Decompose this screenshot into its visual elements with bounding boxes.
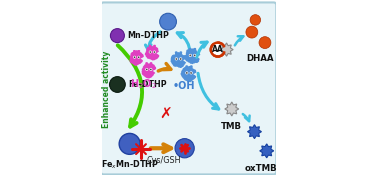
Text: TMB: TMB xyxy=(221,122,242,131)
Circle shape xyxy=(146,69,147,70)
Polygon shape xyxy=(220,43,233,56)
Polygon shape xyxy=(129,50,144,66)
Circle shape xyxy=(185,71,188,74)
Text: AA: AA xyxy=(212,45,224,54)
Polygon shape xyxy=(145,46,159,61)
Circle shape xyxy=(150,69,152,70)
Circle shape xyxy=(251,128,258,136)
Circle shape xyxy=(137,56,140,59)
Circle shape xyxy=(176,58,177,59)
Circle shape xyxy=(193,54,196,57)
Circle shape xyxy=(190,71,193,74)
Text: •OH: •OH xyxy=(172,81,195,91)
Circle shape xyxy=(149,51,151,53)
Circle shape xyxy=(160,13,177,30)
Circle shape xyxy=(145,68,148,71)
Circle shape xyxy=(150,51,151,52)
Circle shape xyxy=(175,57,178,60)
Circle shape xyxy=(153,51,155,53)
Polygon shape xyxy=(184,48,200,64)
Circle shape xyxy=(189,54,192,57)
Circle shape xyxy=(194,55,195,56)
Text: H$_2$O$_2$: H$_2$O$_2$ xyxy=(130,78,157,91)
Polygon shape xyxy=(170,52,187,68)
Polygon shape xyxy=(260,144,274,158)
Polygon shape xyxy=(248,125,262,139)
Circle shape xyxy=(191,72,192,73)
Text: ✗: ✗ xyxy=(159,107,172,122)
Polygon shape xyxy=(181,66,197,82)
Circle shape xyxy=(110,29,124,43)
Text: Enhanced activity: Enhanced activity xyxy=(102,51,110,128)
Circle shape xyxy=(149,51,152,54)
Circle shape xyxy=(259,37,271,49)
Text: Fe$_x$Mn-DTHP: Fe$_x$Mn-DTHP xyxy=(101,159,158,171)
Circle shape xyxy=(250,15,260,25)
Circle shape xyxy=(180,58,181,60)
Circle shape xyxy=(189,55,191,56)
Circle shape xyxy=(179,57,182,60)
Polygon shape xyxy=(142,63,156,78)
FancyBboxPatch shape xyxy=(101,2,276,174)
Text: Cys/GSH: Cys/GSH xyxy=(146,156,181,165)
Circle shape xyxy=(154,51,155,52)
Circle shape xyxy=(175,58,177,60)
Text: Fe-DTHP: Fe-DTHP xyxy=(128,80,167,89)
Text: oxTMB: oxTMB xyxy=(244,164,277,173)
Circle shape xyxy=(134,56,135,58)
Polygon shape xyxy=(225,102,239,116)
Circle shape xyxy=(138,56,139,58)
Text: Mn-DTHP: Mn-DTHP xyxy=(127,31,169,40)
Circle shape xyxy=(133,56,136,59)
Circle shape xyxy=(263,147,271,155)
Circle shape xyxy=(110,77,125,92)
Circle shape xyxy=(119,133,140,154)
Circle shape xyxy=(153,51,156,54)
Circle shape xyxy=(149,68,152,71)
Circle shape xyxy=(175,139,194,158)
Circle shape xyxy=(211,43,225,56)
Circle shape xyxy=(246,26,258,38)
Circle shape xyxy=(186,72,188,74)
Circle shape xyxy=(190,72,192,74)
Text: DHAA: DHAA xyxy=(246,54,274,63)
Circle shape xyxy=(151,69,152,70)
